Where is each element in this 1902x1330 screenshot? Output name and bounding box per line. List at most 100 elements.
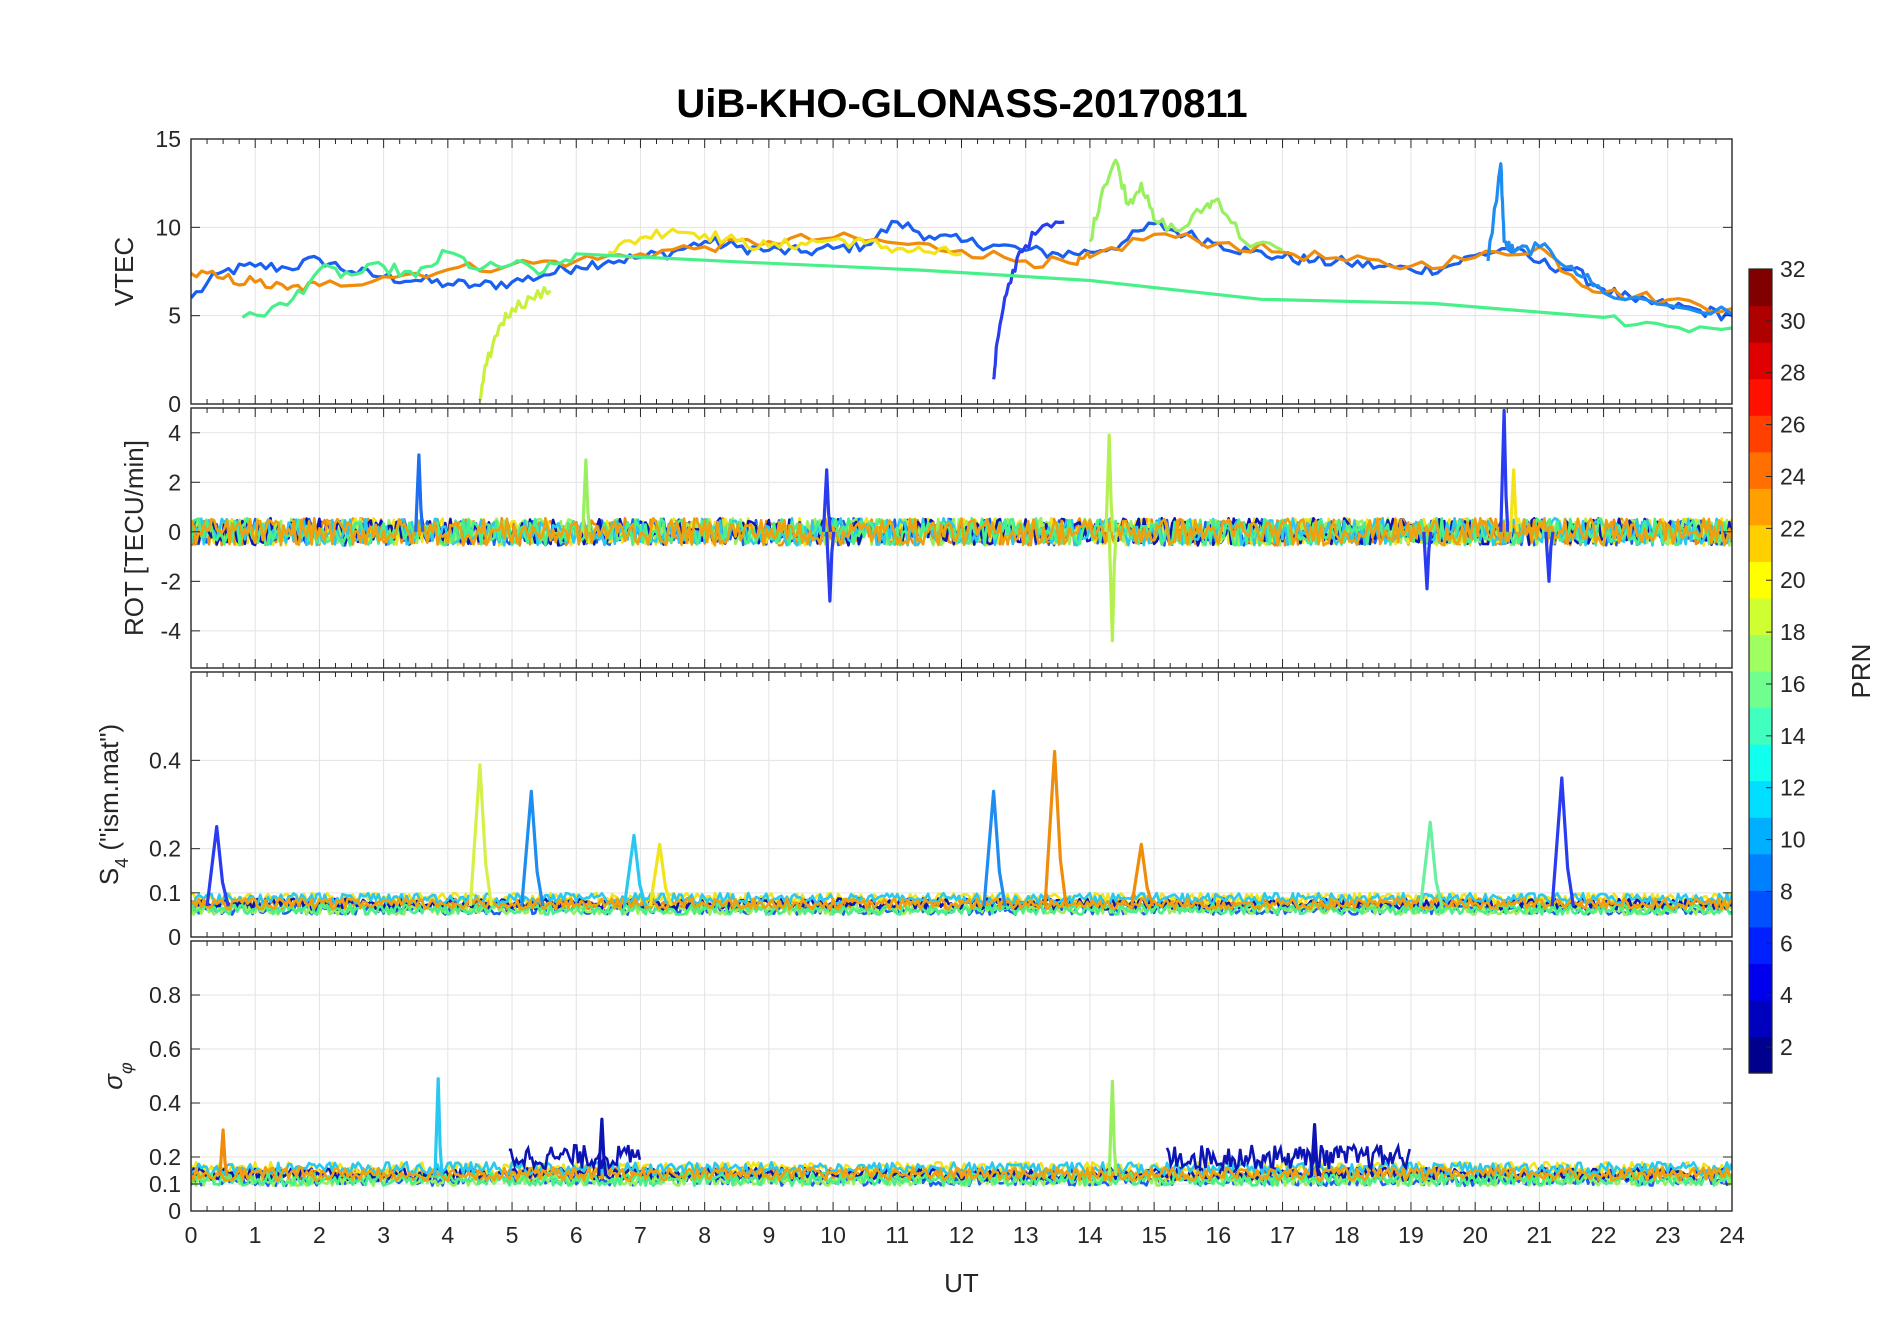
colorbar-swatch [1749, 780, 1772, 818]
noise-series-line [191, 516, 1732, 547]
colorbar-swatch [1749, 524, 1772, 562]
panel-vtec: 0 5 10 15 VTEC [109, 126, 1733, 417]
chart-title: UiB-KHO-GLONASS-20170811 [676, 82, 1247, 126]
noise-series-line [191, 1160, 1732, 1177]
y-axis-label: VTEC [109, 237, 139, 306]
peak-mark [622, 833, 648, 907]
colorbar-swatch [1749, 890, 1772, 928]
peak-mark [414, 453, 425, 532]
y-tick-label: 0 [168, 924, 181, 950]
x-tick-label: 2 [313, 1222, 326, 1248]
colorbar-tick-label: 28 [1780, 360, 1806, 386]
vtec-series-line [191, 231, 1732, 314]
peak-mark [597, 1117, 608, 1177]
y-tick-label: -4 [161, 618, 182, 644]
peak-mark [1107, 1079, 1118, 1177]
colorbar-swatch [1749, 269, 1772, 307]
colorbar-swatch [1749, 415, 1772, 453]
colorbar-tick-label: 16 [1780, 671, 1806, 697]
x-tick-label: 18 [1334, 1222, 1360, 1248]
colorbar-swatch [1749, 634, 1772, 672]
colorbar-swatch [1749, 999, 1772, 1038]
peak-mark [1419, 820, 1444, 907]
plot-area [191, 158, 1732, 401]
x-tick-label: 6 [570, 1222, 583, 1248]
colorbar-tick-label: 2 [1780, 1034, 1793, 1060]
colorbar-swatch [1749, 853, 1772, 891]
x-axis-label: UT [944, 1268, 979, 1298]
colorbar-tick-label: 30 [1780, 308, 1806, 334]
y-tick-label: 0.2 [149, 836, 181, 862]
colorbar-swatch [1749, 1036, 1772, 1074]
x-tick-label: 0 [185, 1222, 198, 1248]
peak-mark [1107, 531, 1118, 643]
y-axis-label: S4 ("ism.mat") [94, 724, 132, 885]
x-tick-label: 9 [762, 1222, 775, 1248]
sigma-band-line [508, 1143, 642, 1172]
peak-mark [648, 842, 673, 907]
x-tick-label: 5 [506, 1222, 519, 1248]
peak-mark [825, 531, 836, 603]
y-tick-label: 0.2 [149, 1144, 181, 1170]
colorbar-label: PRN [1846, 644, 1876, 699]
x-tick-label: 20 [1462, 1222, 1488, 1248]
plot-area [191, 408, 1732, 643]
y-axis-label: σφ [98, 1062, 136, 1090]
peak-mark [468, 763, 494, 907]
y-tick-label: 0 [168, 391, 181, 417]
colorbar-swatch [1749, 451, 1772, 489]
noise-series-line [191, 1171, 1732, 1188]
colorbar-swatch [1749, 707, 1772, 745]
colorbar-swatch [1749, 926, 1772, 964]
y-tick-label: 10 [155, 214, 181, 240]
peak-mark [1309, 1123, 1321, 1177]
y-tick-label: 0 [168, 1198, 181, 1224]
y-tick-label: 0.8 [149, 982, 181, 1008]
x-tick-label: 11 [885, 1222, 909, 1248]
x-tick-label: 12 [949, 1222, 975, 1248]
y-tick-label: 0.1 [149, 1171, 181, 1197]
peak-mark [1499, 408, 1510, 532]
x-tick-label: 14 [1077, 1222, 1103, 1248]
peak-mark [1422, 531, 1433, 591]
vtec-series-line [241, 248, 1732, 334]
colorbar-swatch [1749, 561, 1772, 599]
colorbar-tick-label: 8 [1780, 878, 1793, 904]
peak-mark [218, 1128, 229, 1177]
y-tick-label: 0 [168, 519, 181, 545]
vtec-series-line [608, 227, 962, 257]
colorbar-swatch [1749, 488, 1772, 526]
y-tick-label: 4 [168, 420, 181, 446]
y-tick-label: 2 [168, 469, 181, 495]
colorbar-swatch [1749, 817, 1772, 855]
y-tick-label: 5 [168, 303, 181, 329]
panel-rot: -4 -2 0 2 4 ROT [TECU/min] [119, 407, 1733, 669]
colorbar-tick-label: 26 [1780, 412, 1806, 438]
peak-mark [821, 468, 833, 532]
x-tick-label: 13 [1013, 1222, 1039, 1248]
colorbar-tick-label: 14 [1780, 723, 1806, 749]
x-tick-label: 24 [1719, 1222, 1745, 1248]
colorbar-swatch [1749, 744, 1772, 782]
x-tick-label: 3 [377, 1222, 390, 1248]
panel-sigma: 00.10.2 0.4 0.6 0.8 σφ [98, 940, 1733, 1224]
peak-mark [1043, 749, 1068, 907]
colorbar-tick-label: 10 [1780, 827, 1806, 853]
colorbar-tick-label: 4 [1780, 982, 1793, 1008]
x-tick-label: 15 [1141, 1222, 1167, 1248]
colorbar-frame [1748, 268, 1773, 1074]
plot-area [191, 1077, 1732, 1188]
x-tick-label: 8 [698, 1222, 711, 1248]
x-tick-label: 17 [1270, 1222, 1296, 1248]
peak-mark [982, 789, 1007, 907]
colorbar-tick-label: 32 [1780, 256, 1806, 282]
y-tick-label: 0.1 [149, 880, 181, 906]
peak-mark [1104, 433, 1115, 532]
colorbar-swatch [1749, 671, 1772, 709]
colorbar-tick-label: 22 [1780, 515, 1806, 541]
x-tick-label: 10 [820, 1222, 846, 1248]
x-tick-label: 7 [634, 1222, 647, 1248]
y-tick-label: 0.6 [149, 1036, 181, 1062]
